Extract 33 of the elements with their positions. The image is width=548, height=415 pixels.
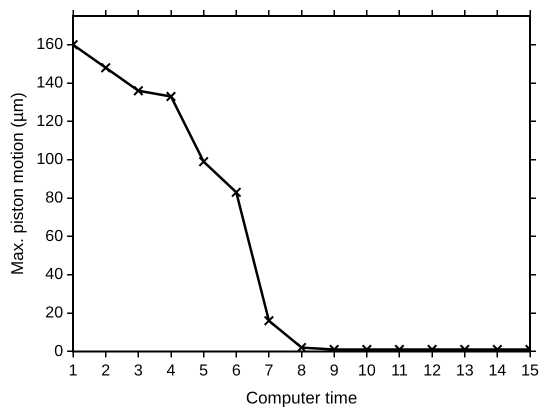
x-tick-label: 15: [521, 362, 539, 380]
x-tick-label: 10: [358, 362, 376, 380]
y-tick-label: 40: [45, 266, 64, 284]
x-tick-label: 13: [456, 362, 474, 380]
y-tick-label: 60: [45, 228, 64, 245]
y-tick-label: 100: [36, 151, 64, 168]
x-tick-label: 8: [297, 362, 306, 380]
y-tick-label: 20: [45, 304, 64, 322]
x-tick-label: 3: [134, 362, 143, 380]
x-tick-label: 14: [488, 362, 506, 380]
point: [231, 187, 242, 198]
point: [198, 156, 209, 167]
x-tick-label: 12: [423, 362, 442, 380]
x-tick-label: 7: [264, 362, 274, 380]
y-tick-label: 120: [36, 112, 64, 130]
x-tick-label: 6: [232, 362, 241, 380]
x-tick-label: 1: [68, 362, 78, 380]
point: [100, 62, 111, 73]
y-tick-label: 160: [36, 36, 64, 54]
x-tick-label: 9: [330, 362, 339, 380]
point: [166, 91, 176, 102]
y-tick-label: 0: [54, 342, 64, 360]
x-tick-label: 11: [391, 362, 408, 380]
x-axis-title: Computer time: [246, 388, 358, 408]
x-tick-label: 5: [199, 362, 208, 380]
point: [133, 86, 144, 96]
y-tick-label: 140: [36, 74, 64, 92]
point: [264, 315, 274, 326]
point: [296, 342, 307, 352]
x-tick-label: 2: [101, 362, 110, 380]
y-axis-title: Max. piston motion (µm): [8, 92, 27, 276]
y-tick-label: 80: [45, 189, 64, 206]
x-tick-label: 4: [166, 362, 176, 380]
